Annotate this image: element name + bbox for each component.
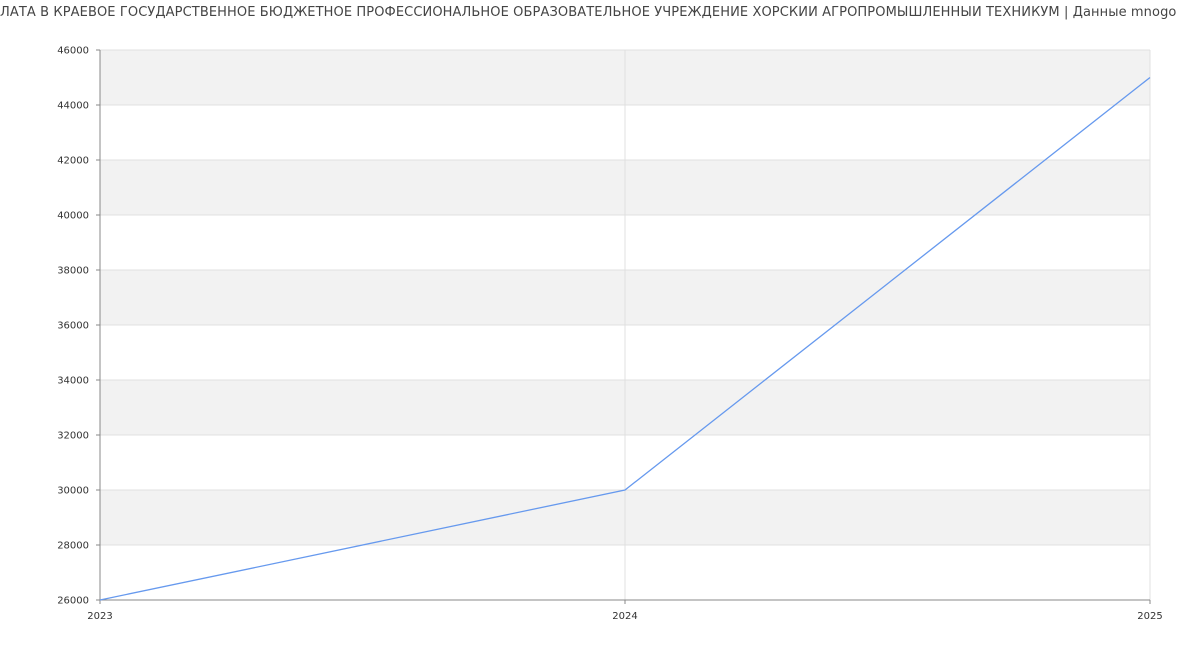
- y-tick-label: 26000: [57, 596, 89, 607]
- x-tick-label: 2023: [87, 611, 112, 622]
- chart-title: ЛАТА В КРАЕВОЕ ГОСУДАРСТВЕННОЕ БЮДЖЕТНОЕ…: [0, 5, 1177, 20]
- y-tick-label: 40000: [57, 211, 89, 222]
- y-tick-label: 34000: [57, 376, 89, 387]
- y-tick-label: 44000: [57, 101, 89, 112]
- y-tick-label: 28000: [57, 541, 89, 552]
- y-tick-label: 30000: [57, 486, 89, 497]
- y-tick-label: 36000: [57, 321, 89, 332]
- x-tick-label: 2025: [1137, 611, 1162, 622]
- y-tick-label: 46000: [57, 46, 89, 57]
- x-tick-label: 2024: [612, 611, 637, 622]
- y-tick-label: 32000: [57, 431, 89, 442]
- y-tick-label: 42000: [57, 156, 89, 167]
- series-line: [99, 76, 1151, 601]
- y-tick-label: 38000: [57, 266, 89, 277]
